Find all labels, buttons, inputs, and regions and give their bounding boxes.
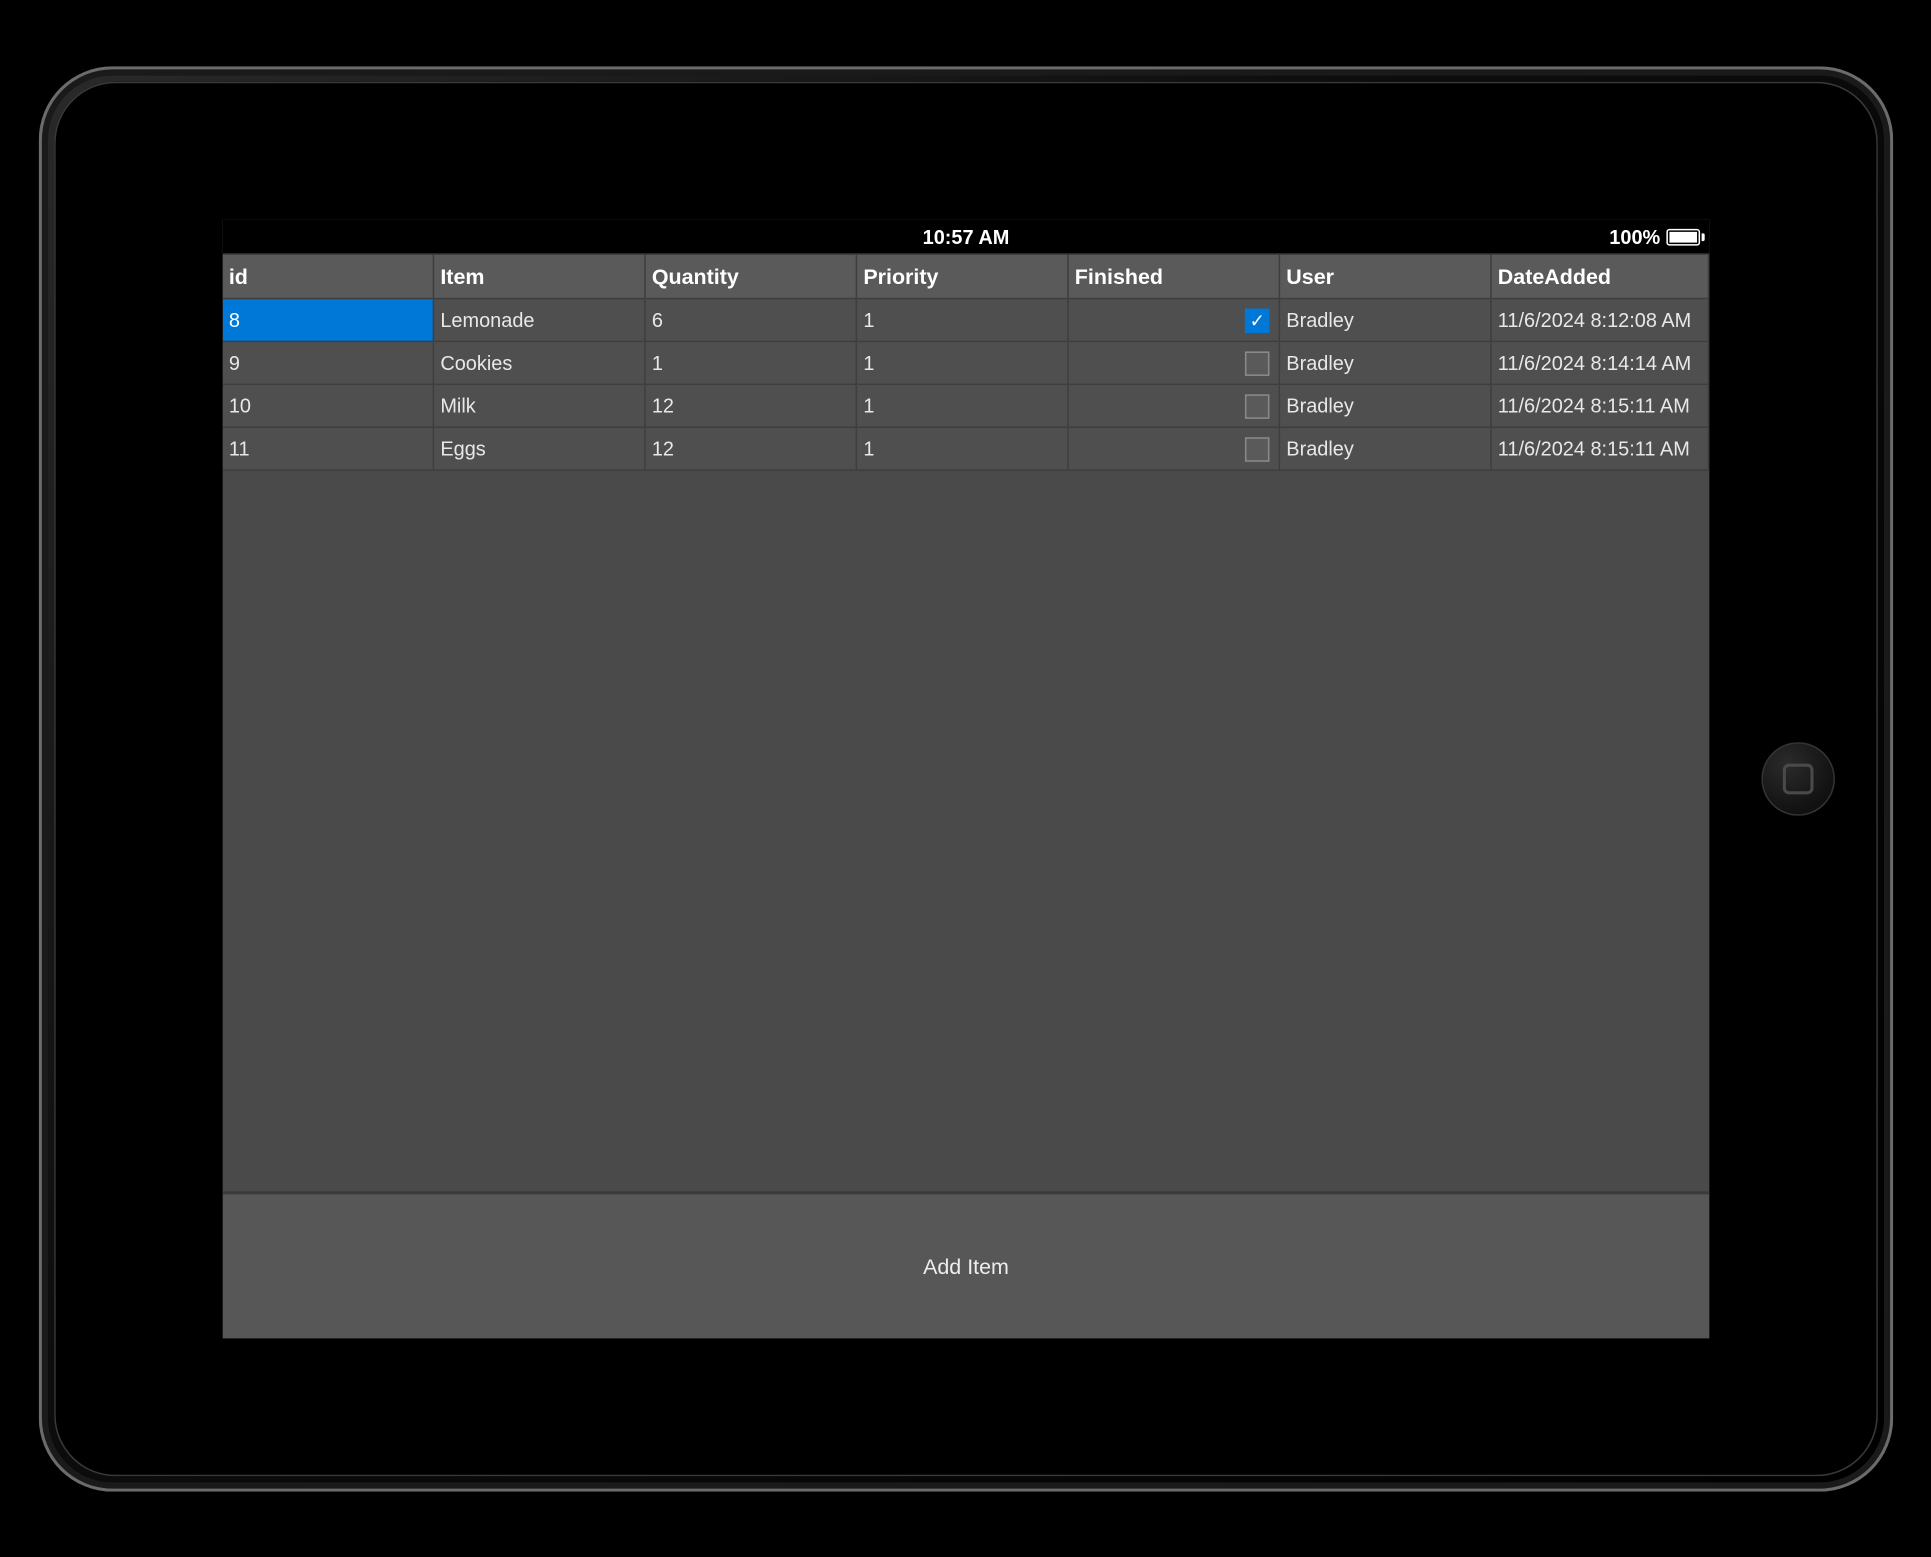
cell-item[interactable]: Eggs bbox=[434, 428, 645, 471]
column-header-id[interactable]: id bbox=[222, 254, 433, 298]
cell-finished[interactable]: ✓ bbox=[1068, 299, 1279, 342]
column-header-finished[interactable]: Finished bbox=[1068, 254, 1279, 298]
cell-item[interactable]: Milk bbox=[434, 385, 645, 428]
cell-priority[interactable]: 1 bbox=[857, 299, 1068, 342]
cell-dateAdded[interactable]: 11/6/2024 8:12:08 AM bbox=[1491, 299, 1709, 342]
home-button[interactable] bbox=[1761, 742, 1835, 816]
table-row[interactable]: 11Eggs121 Bradley11/6/2024 8:15:11 AM bbox=[222, 428, 1709, 471]
finished-checkbox[interactable] bbox=[1244, 393, 1269, 418]
finished-checkbox[interactable] bbox=[1244, 436, 1269, 461]
tablet-frame: 10:57 AM 100% idItemQuantityPriorityFini… bbox=[38, 66, 1892, 1491]
cell-quantity[interactable]: 1 bbox=[645, 342, 856, 385]
column-header-dateAdded[interactable]: DateAdded bbox=[1491, 254, 1709, 298]
status-right: 100% bbox=[1609, 224, 1700, 247]
column-header-user[interactable]: User bbox=[1280, 254, 1491, 298]
cell-id[interactable]: 10 bbox=[222, 385, 433, 428]
cell-id[interactable]: 9 bbox=[222, 342, 433, 385]
battery-percent: 100% bbox=[1609, 224, 1660, 247]
add-item-button[interactable]: Add Item bbox=[222, 1194, 1709, 1338]
cell-priority[interactable]: 1 bbox=[857, 428, 1068, 471]
add-item-label: Add Item bbox=[923, 1254, 1009, 1279]
cell-finished[interactable] bbox=[1068, 428, 1279, 471]
cell-quantity[interactable]: 12 bbox=[645, 428, 856, 471]
cell-user[interactable]: Bradley bbox=[1280, 385, 1491, 428]
table-row[interactable]: 8Lemonade61 ✓ Bradley11/6/2024 8:12:08 AM bbox=[222, 299, 1709, 342]
cell-id[interactable]: 11 bbox=[222, 428, 433, 471]
cell-dateAdded[interactable]: 11/6/2024 8:14:14 AM bbox=[1491, 342, 1709, 385]
cell-user[interactable]: Bradley bbox=[1280, 299, 1491, 342]
cell-finished[interactable] bbox=[1068, 342, 1279, 385]
grid-body[interactable]: 8Lemonade61✓Bradley11/6/2024 8:12:08 AM9… bbox=[222, 299, 1709, 1191]
battery-fill bbox=[1669, 231, 1697, 242]
table-row[interactable]: 10Milk121 Bradley11/6/2024 8:15:11 AM bbox=[222, 385, 1709, 428]
cell-dateAdded[interactable]: 11/6/2024 8:15:11 AM bbox=[1491, 385, 1709, 428]
cell-priority[interactable]: 1 bbox=[857, 385, 1068, 428]
column-header-priority[interactable]: Priority bbox=[857, 254, 1068, 298]
data-grid[interactable]: idItemQuantityPriorityFinishedUserDateAd… bbox=[222, 253, 1709, 1191]
cell-user[interactable]: Bradley bbox=[1280, 342, 1491, 385]
battery-icon bbox=[1666, 228, 1700, 245]
column-header-quantity[interactable]: Quantity bbox=[645, 254, 856, 298]
status-time: 10:57 AM bbox=[922, 224, 1009, 247]
cell-user[interactable]: Bradley bbox=[1280, 428, 1491, 471]
grid-header-row: idItemQuantityPriorityFinishedUserDateAd… bbox=[222, 254, 1709, 298]
cell-dateAdded[interactable]: 11/6/2024 8:15:11 AM bbox=[1491, 428, 1709, 471]
cell-priority[interactable]: 1 bbox=[857, 342, 1068, 385]
app-screen: 10:57 AM 100% idItemQuantityPriorityFini… bbox=[222, 219, 1709, 1338]
cell-quantity[interactable]: 12 bbox=[645, 385, 856, 428]
finished-checkbox[interactable]: ✓ bbox=[1244, 307, 1269, 332]
cell-id[interactable]: 8 bbox=[222, 299, 433, 342]
column-header-item[interactable]: Item bbox=[434, 254, 645, 298]
cell-item[interactable]: Lemonade bbox=[434, 299, 645, 342]
cell-quantity[interactable]: 6 bbox=[645, 299, 856, 342]
table-row[interactable]: 9Cookies11Bradley11/6/2024 8:14:14 AM bbox=[222, 342, 1709, 385]
status-bar: 10:57 AM 100% bbox=[222, 219, 1709, 253]
cell-finished[interactable] bbox=[1068, 385, 1279, 428]
footer: Add Item bbox=[222, 1191, 1709, 1338]
finished-checkbox[interactable] bbox=[1244, 350, 1269, 375]
cell-item[interactable]: Cookies bbox=[434, 342, 645, 385]
